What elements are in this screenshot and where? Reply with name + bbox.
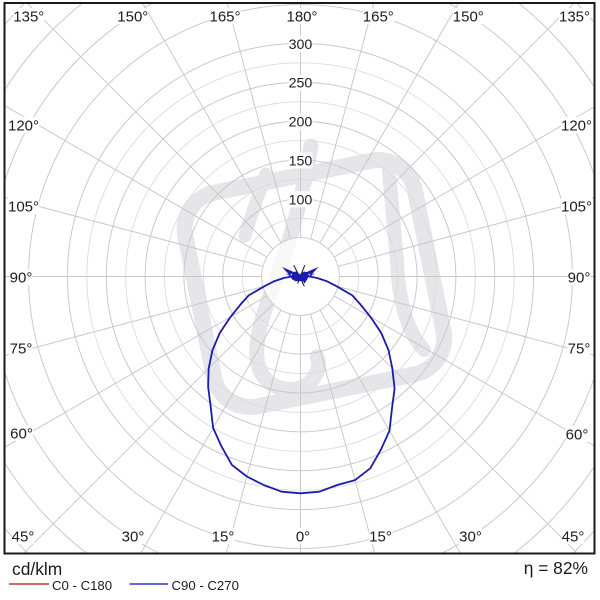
svg-text:75°: 75°: [568, 340, 591, 357]
svg-text:45°: 45°: [12, 528, 35, 545]
svg-text:30°: 30°: [122, 528, 145, 545]
svg-text:165°: 165°: [209, 8, 240, 25]
svg-text:135°: 135°: [13, 8, 44, 25]
svg-text:135°: 135°: [559, 8, 590, 25]
svg-text:165°: 165°: [363, 8, 394, 25]
svg-text:150: 150: [289, 153, 313, 169]
svg-text:15°: 15°: [369, 528, 392, 545]
svg-text:120°: 120°: [8, 117, 39, 134]
svg-text:105°: 105°: [561, 198, 592, 215]
svg-text:150°: 150°: [117, 8, 148, 25]
svg-text:120°: 120°: [561, 117, 592, 134]
svg-text:0°: 0°: [296, 528, 310, 545]
svg-text:η = 82%: η = 82%: [524, 558, 588, 578]
svg-text:90°: 90°: [568, 269, 591, 286]
svg-text:150°: 150°: [453, 8, 484, 25]
svg-text:200: 200: [289, 115, 313, 131]
svg-text:105°: 105°: [8, 198, 39, 215]
svg-text:45°: 45°: [562, 528, 585, 545]
svg-text:60°: 60°: [566, 426, 589, 443]
svg-text:cd/klm: cd/klm: [12, 559, 62, 579]
svg-text:30°: 30°: [459, 528, 482, 545]
svg-text:C0 - C180: C0 - C180: [52, 578, 112, 593]
svg-text:60°: 60°: [10, 425, 33, 442]
svg-text:100: 100: [289, 192, 313, 208]
svg-text:75°: 75°: [10, 340, 33, 357]
svg-text:15°: 15°: [212, 528, 235, 545]
svg-text:C90 - C270: C90 - C270: [172, 578, 239, 593]
svg-text:250: 250: [289, 76, 313, 92]
svg-text:300: 300: [289, 37, 313, 53]
svg-text:180°: 180°: [286, 8, 317, 25]
svg-text:90°: 90°: [10, 269, 33, 286]
